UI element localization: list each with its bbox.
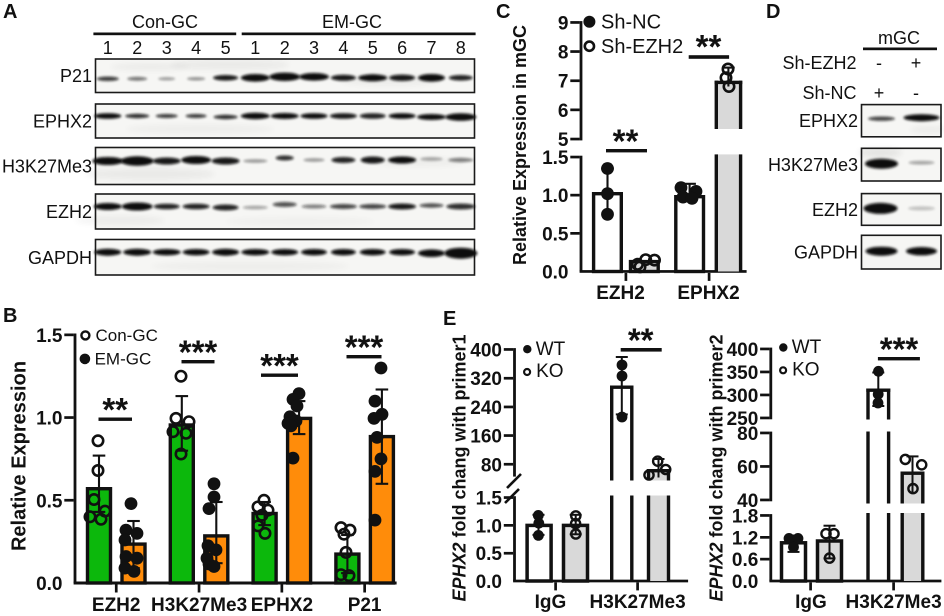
svg-text:5: 5 (558, 130, 569, 151)
svg-text:1.5: 1.5 (542, 148, 569, 169)
svg-text:C: C (496, 1, 510, 23)
svg-text:3: 3 (162, 38, 172, 58)
svg-text:P21: P21 (60, 66, 92, 86)
svg-text:1.8: 1.8 (732, 507, 758, 528)
svg-text:Con-GC: Con-GC (96, 326, 158, 345)
svg-text:Con-GC: Con-GC (132, 12, 198, 32)
svg-text:***: *** (179, 334, 218, 371)
svg-text:1: 1 (250, 38, 260, 58)
svg-text:**: ** (613, 123, 639, 160)
svg-text:-: - (876, 53, 882, 73)
svg-text:EM-GC: EM-GC (322, 12, 382, 32)
svg-text:80: 80 (737, 424, 758, 445)
svg-text:0.0: 0.0 (476, 572, 502, 593)
svg-text:Sh-NC: Sh-NC (802, 83, 856, 103)
svg-text:9: 9 (558, 13, 569, 34)
svg-text:4: 4 (191, 38, 201, 58)
svg-text:EPHX2: EPHX2 (33, 112, 92, 132)
svg-text:+: + (874, 83, 885, 103)
svg-text:EZH2: EZH2 (92, 595, 141, 616)
svg-text:7: 7 (558, 72, 569, 93)
svg-text:160: 160 (470, 427, 502, 448)
svg-text:E: E (443, 308, 456, 330)
svg-text:8: 8 (558, 43, 569, 64)
svg-text:240: 240 (470, 398, 502, 419)
svg-text:EZH2: EZH2 (812, 200, 858, 220)
svg-text:Sh-NC: Sh-NC (601, 12, 661, 34)
svg-text:+: + (911, 53, 922, 73)
svg-text:H3K27Me3: H3K27Me3 (2, 157, 92, 177)
svg-text:1.0: 1.0 (542, 186, 568, 207)
svg-text:400: 400 (470, 341, 502, 362)
svg-text:**: ** (102, 391, 128, 428)
svg-text:D: D (766, 1, 780, 23)
svg-text:A: A (3, 1, 17, 23)
svg-text:**: ** (696, 28, 722, 65)
svg-text:H3K27Me3: H3K27Me3 (846, 592, 942, 613)
svg-text:GAPDH: GAPDH (28, 248, 92, 268)
svg-text:1.0: 1.0 (476, 516, 502, 537)
svg-text:350: 350 (727, 363, 759, 384)
svg-text:400: 400 (727, 340, 759, 361)
svg-text:***: *** (880, 331, 919, 368)
svg-text:EPHX2: EPHX2 (251, 595, 313, 616)
svg-text:P21: P21 (348, 595, 382, 616)
svg-text:0.0: 0.0 (542, 263, 568, 284)
svg-text:Sh-EZH2: Sh-EZH2 (601, 36, 683, 58)
svg-text:0.5: 0.5 (476, 544, 503, 565)
svg-text:EPHX2: EPHX2 (677, 283, 739, 304)
svg-text:B: B (3, 305, 17, 327)
svg-text:80: 80 (481, 455, 502, 476)
svg-text:1.0: 1.0 (36, 409, 62, 430)
svg-text:EZH2: EZH2 (596, 283, 645, 304)
svg-text:GAPDH: GAPDH (794, 243, 858, 263)
svg-text:6: 6 (397, 38, 407, 58)
svg-text:300: 300 (727, 386, 759, 407)
svg-text:EPHX2 fold chang with primer1: EPHX2 fold chang with primer1 (450, 334, 470, 601)
svg-text:0.6: 0.6 (732, 550, 758, 571)
svg-text:H3K27Me3: H3K27Me3 (590, 592, 686, 613)
svg-text:40: 40 (737, 491, 758, 512)
svg-text:**: ** (628, 322, 654, 359)
svg-text:H3K27Me3: H3K27Me3 (151, 595, 247, 616)
svg-text:1.5: 1.5 (36, 326, 63, 347)
svg-text:EPHX2: EPHX2 (799, 111, 858, 131)
svg-text:IgG: IgG (535, 592, 567, 613)
svg-text:IgG: IgG (795, 592, 827, 613)
svg-text:5: 5 (221, 38, 231, 58)
svg-text:EZH2: EZH2 (46, 202, 92, 222)
svg-text:Relative Expression in mGC: Relative Expression in mGC (510, 25, 530, 265)
svg-text:60: 60 (737, 458, 758, 479)
svg-text:H3K27Me3: H3K27Me3 (768, 155, 858, 175)
svg-text:mGC: mGC (878, 28, 920, 48)
svg-text:4: 4 (338, 38, 348, 58)
svg-text:WT: WT (792, 337, 822, 358)
svg-text:0.5: 0.5 (542, 224, 569, 245)
svg-text:0.0: 0.0 (36, 574, 62, 595)
svg-text:8: 8 (456, 38, 466, 58)
svg-text:***: *** (260, 347, 299, 384)
svg-text:Sh-EZH2: Sh-EZH2 (782, 53, 856, 73)
svg-text:250: 250 (727, 409, 759, 430)
svg-text:7: 7 (426, 38, 436, 58)
svg-text:-: - (913, 83, 919, 103)
svg-text:3: 3 (309, 38, 319, 58)
svg-text:2: 2 (280, 38, 290, 58)
svg-text:***: *** (345, 329, 384, 366)
svg-text:KO: KO (536, 361, 563, 382)
svg-text:0.5: 0.5 (36, 491, 63, 512)
svg-text:6: 6 (558, 101, 569, 122)
svg-text:1.5: 1.5 (476, 489, 503, 510)
svg-text:5: 5 (368, 38, 378, 58)
svg-text:EM-GC: EM-GC (95, 350, 152, 369)
svg-text:KO: KO (792, 359, 819, 380)
svg-text:1: 1 (103, 38, 113, 58)
svg-text:320: 320 (470, 369, 502, 390)
svg-text:EPHX2 fold chang with primer2: EPHX2 fold chang with primer2 (707, 334, 727, 601)
svg-text:2: 2 (132, 38, 142, 58)
svg-text:1.2: 1.2 (732, 528, 758, 549)
svg-text:WT: WT (536, 339, 566, 360)
svg-text:Relative Expression: Relative Expression (9, 361, 31, 551)
svg-text:0.0: 0.0 (732, 572, 758, 593)
